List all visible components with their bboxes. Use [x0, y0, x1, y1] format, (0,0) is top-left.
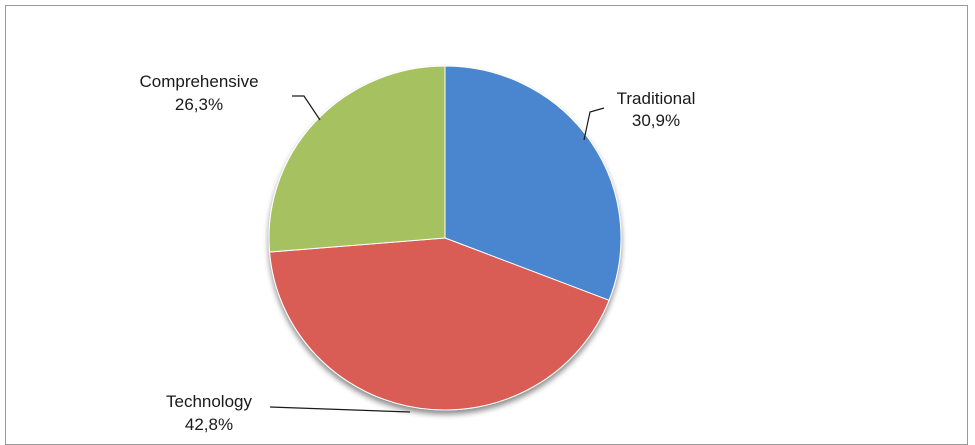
- leader-line-traditional: [583, 107, 605, 141]
- slice-label-comprehensive: Comprehensive: [139, 72, 258, 91]
- slice-pct-technology: 42,8%: [185, 415, 233, 434]
- leader-line-comprehensive: [292, 95, 321, 121]
- pie-slice-technology: [269, 237, 610, 411]
- pie-slice-comprehensive: [268, 65, 446, 253]
- pie-slice-traditional: [444, 65, 622, 301]
- slice-label-traditional: Traditional: [617, 89, 696, 108]
- slice-label-technology: Technology: [166, 392, 253, 411]
- leader-line-technology: [269, 406, 411, 413]
- slice-pct-comprehensive: 26,3%: [175, 95, 223, 114]
- slice-pct-traditional: 30,9%: [632, 111, 680, 130]
